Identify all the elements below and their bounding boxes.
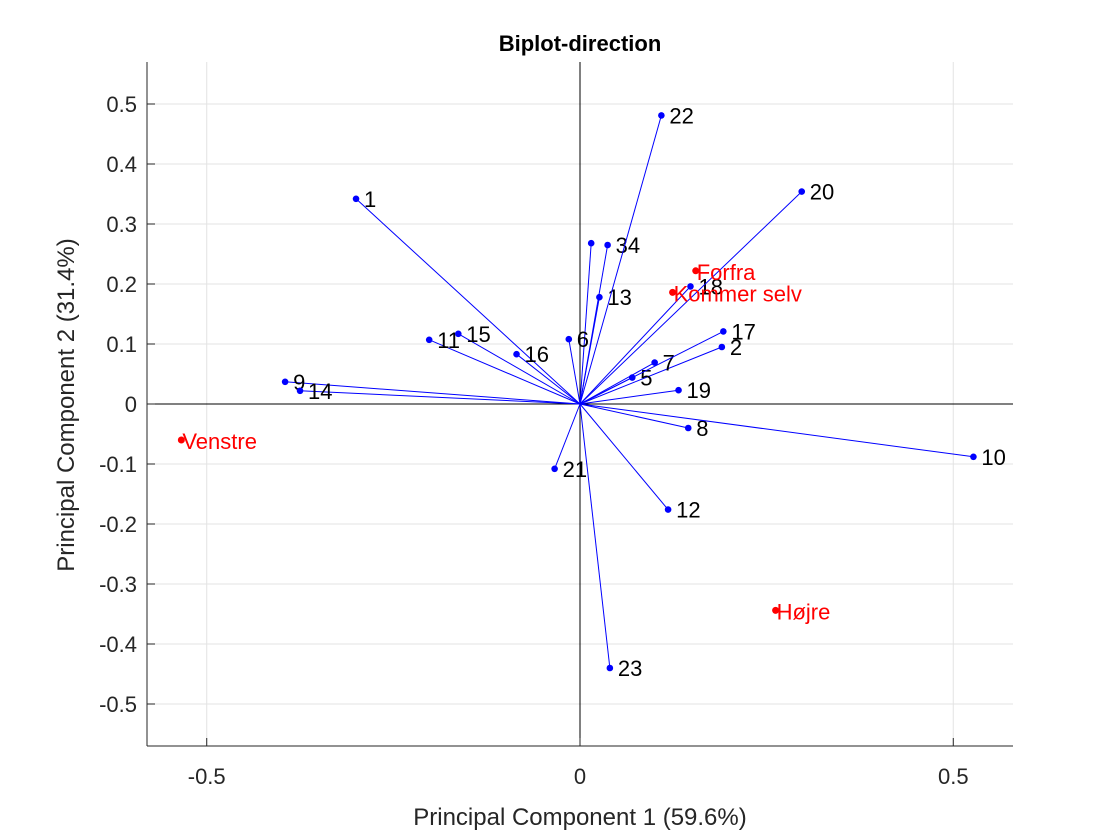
- vector-tip: [970, 453, 977, 461]
- vector-tip: [565, 335, 573, 343]
- vector-tip: [596, 293, 603, 301]
- vector-line: [458, 333, 581, 405]
- vector-line: [579, 403, 669, 510]
- x-tick-label: -0.5: [188, 764, 226, 789]
- vector-tip: [606, 664, 614, 672]
- y-tick-label: 0.1: [106, 332, 137, 357]
- vector-label: 22: [669, 103, 693, 128]
- vector-label: 17: [731, 319, 755, 344]
- observation-point: [772, 606, 780, 614]
- observation-point: [177, 436, 185, 444]
- vector-label: 16: [525, 342, 549, 367]
- vector-tip: [296, 387, 304, 395]
- y-tick-label: -0.2: [99, 512, 137, 537]
- vector-line: [579, 362, 655, 405]
- vector-label: 19: [687, 378, 711, 403]
- vector-label: 14: [308, 379, 332, 404]
- vector-label: 12: [676, 498, 700, 523]
- vector-tip: [352, 195, 360, 203]
- vector-line: [579, 403, 689, 429]
- vector-line: [579, 115, 662, 405]
- vector-tip: [604, 241, 611, 249]
- vector-line: [579, 330, 724, 405]
- observation-point: [692, 267, 700, 275]
- vector-label: 23: [618, 656, 642, 681]
- vector-tip: [658, 112, 665, 119]
- vector-tip: [281, 378, 289, 386]
- x-axis-label: Principal Component 1 (59.6%): [413, 804, 747, 831]
- vector-tip: [718, 343, 726, 351]
- vector-label: 1: [364, 187, 376, 212]
- y-tick-label: -0.1: [99, 452, 137, 477]
- vector-label: 21: [563, 457, 587, 482]
- vector-tip: [551, 465, 558, 473]
- y-axis-label: Principal Component 2 (31.4%): [53, 238, 80, 572]
- vector-label: 34: [616, 233, 640, 258]
- observation-label: Venstre: [182, 429, 257, 454]
- vector-label: 8: [696, 416, 708, 441]
- vector-tip: [675, 386, 682, 394]
- vector-tip: [425, 336, 433, 344]
- x-tick-label: 0.5: [938, 764, 969, 789]
- observation-label: Kommer selv: [674, 281, 802, 306]
- vector-label: 11: [437, 328, 460, 353]
- y-tick-label: 0.4: [106, 152, 137, 177]
- vector-line: [554, 403, 581, 469]
- vector-tip: [664, 506, 672, 513]
- y-tick-label: -0.5: [99, 692, 137, 717]
- vector-line: [568, 339, 581, 405]
- y-tick-label: 0.5: [106, 92, 137, 117]
- y-tick-label: 0.2: [106, 272, 137, 297]
- vector-line: [579, 346, 723, 405]
- x-tick-label: 0: [574, 764, 586, 789]
- observation-label: Højre: [777, 599, 831, 624]
- y-tick-label: 0: [125, 392, 137, 417]
- vector-line: [300, 390, 581, 405]
- y-tick-label: -0.4: [99, 632, 137, 657]
- chart-title: Biplot-direction: [499, 31, 662, 56]
- observation-label: Forfra: [697, 260, 756, 285]
- vector-tip: [798, 188, 806, 195]
- vector-tip: [651, 359, 658, 366]
- y-tick-label: -0.3: [99, 572, 137, 597]
- y-tick-label: 0.3: [106, 212, 137, 237]
- vector-label: 13: [607, 285, 631, 310]
- vector-line: [285, 381, 581, 405]
- vector-line: [429, 339, 581, 405]
- vector-tip: [513, 350, 520, 358]
- vector-line: [579, 286, 691, 405]
- vector-line: [579, 191, 803, 405]
- vector-label: 7: [663, 351, 675, 376]
- vector-line: [579, 403, 974, 458]
- vector-tip: [455, 330, 462, 338]
- vector-label: 15: [466, 322, 490, 347]
- observation-point: [669, 288, 677, 296]
- vector-label: 20: [810, 180, 834, 205]
- vector-tip: [587, 239, 595, 247]
- vector-label: 6: [577, 327, 589, 352]
- tick-labels: -0.5 0 0.5 -0.5 -0.4 -0.3 -0.2 -0.1 0 0.1 0.2 0.3 0.…: [99, 92, 968, 789]
- vector-line: [579, 389, 679, 405]
- vector-label: 2: [730, 335, 742, 360]
- vector-line: [579, 243, 592, 405]
- vector-line: [516, 353, 581, 405]
- vector-tip: [684, 424, 692, 432]
- vector-label: 10: [981, 445, 1005, 470]
- vector-line: [579, 297, 600, 405]
- vector-line: [355, 198, 581, 405]
- vector-tip: [720, 328, 727, 335]
- vector-line: [579, 403, 611, 669]
- vector-tip: [687, 283, 694, 290]
